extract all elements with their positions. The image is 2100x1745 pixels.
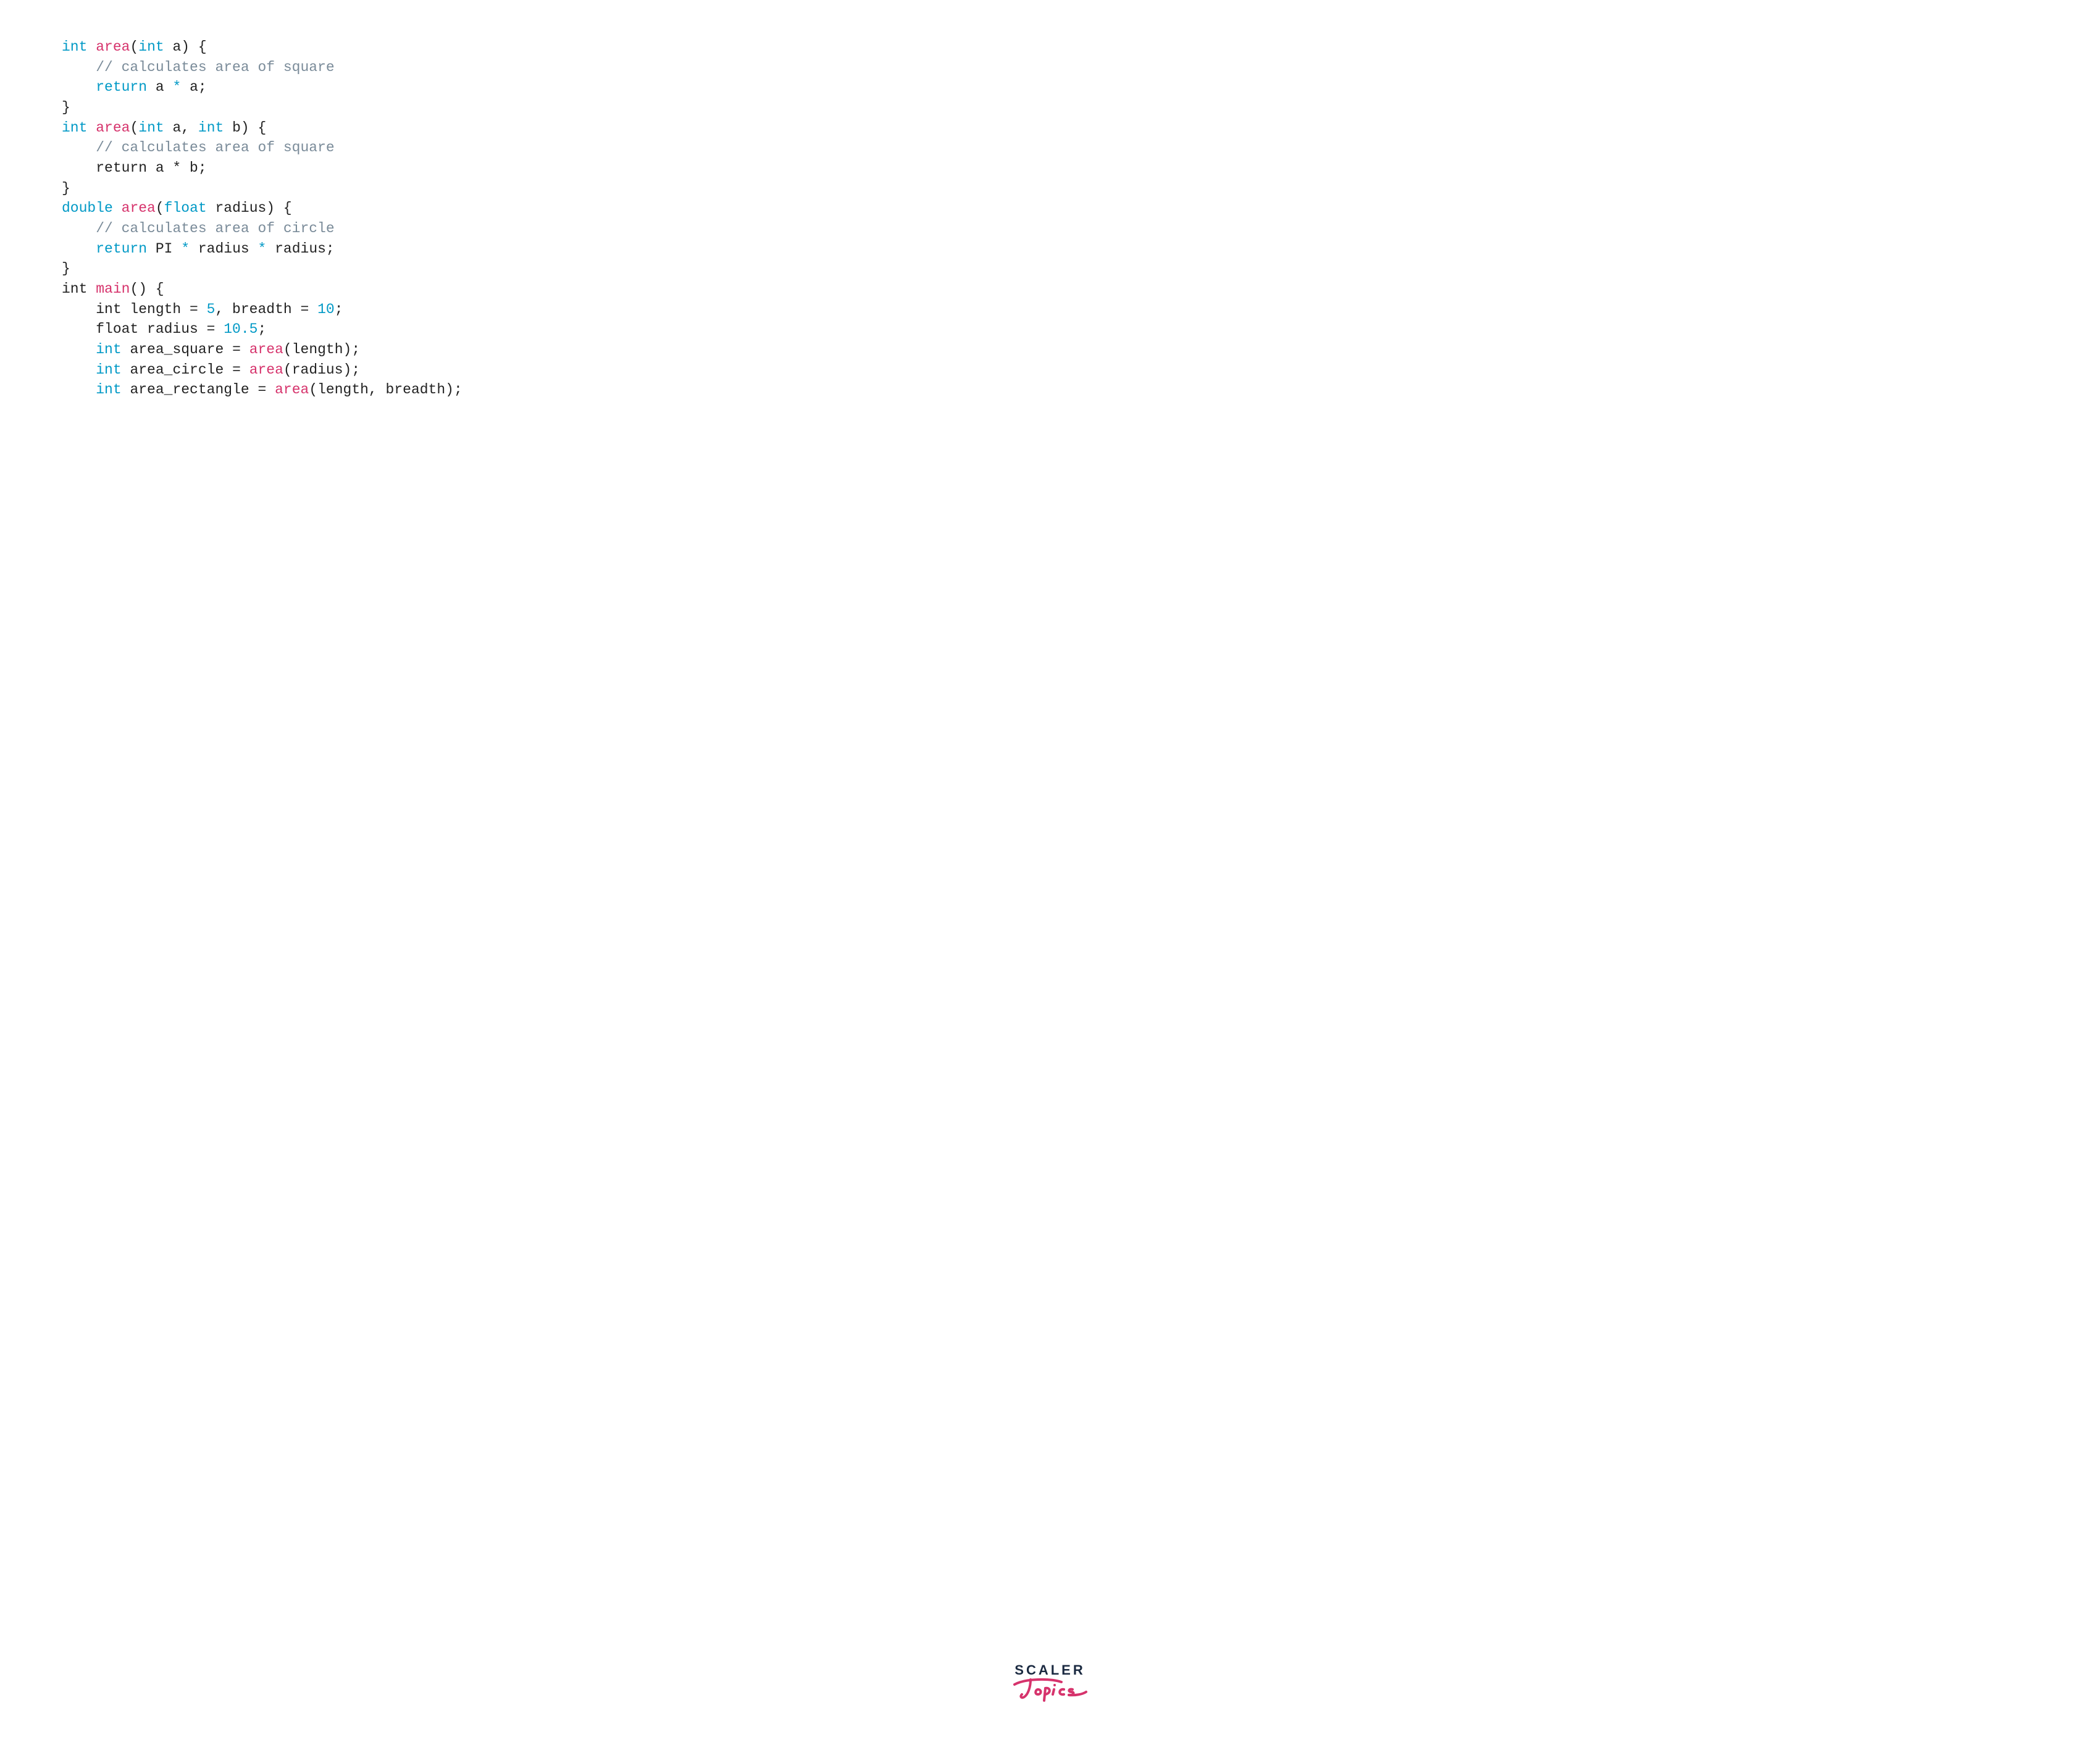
code-line-11: // calculates area of circle: [62, 219, 2038, 239]
logo-topics-text: [1013, 1676, 1087, 1702]
code-line-0: int area(int a) {: [62, 37, 2038, 57]
code-line-7: return a * b;: [62, 158, 2038, 178]
code-block: int area(int a) { // calculates area of …: [62, 37, 2038, 400]
code-line-10: double area(float radius) {: [62, 198, 2038, 219]
code-line-17: float radius = 10.5;: [62, 319, 2038, 340]
code-line-13: }: [62, 259, 2038, 279]
code-line-1: // calculates area of square: [62, 57, 2038, 78]
code-line-19: int area_square = area(length);: [62, 340, 2038, 360]
code-line-16: int length = 5, breadth = 10;: [62, 299, 2038, 320]
code-line-5: int area(int a, int b) {: [62, 118, 2038, 138]
code-line-15: int main() {: [62, 279, 2038, 299]
code-line-20: int area_circle = area(radius);: [62, 360, 2038, 380]
code-line-6: // calculates area of square: [62, 138, 2038, 158]
code-line-21: int area_rectangle = area(length, breadt…: [62, 380, 2038, 400]
logo-scaler-text: SCALER: [1013, 1662, 1087, 1678]
code-line-2: return a * a;: [62, 77, 2038, 98]
code-line-12: return PI * radius * radius;: [62, 239, 2038, 259]
code-line-3: }: [62, 98, 2038, 118]
scaler-topics-logo: SCALER: [1013, 1662, 1087, 1702]
code-line-8: }: [62, 178, 2038, 199]
